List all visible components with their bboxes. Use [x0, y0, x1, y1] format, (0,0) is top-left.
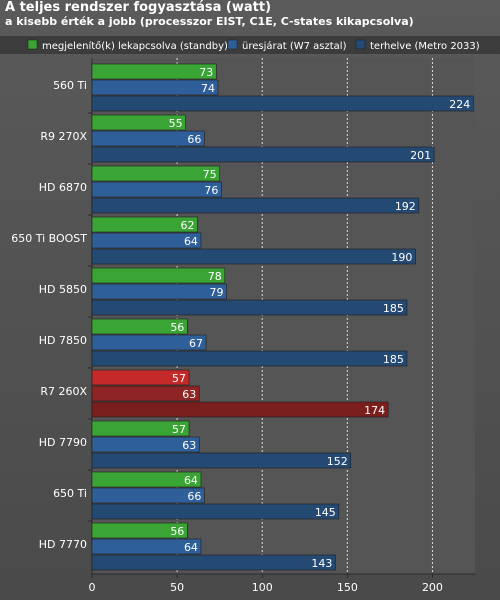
legend-swatch	[27, 39, 38, 50]
bar	[91, 130, 205, 147]
category-label: HD 5850	[39, 283, 87, 296]
bar	[91, 369, 190, 386]
bar	[91, 471, 202, 488]
bar-value-label: 185	[383, 302, 404, 315]
bar-value-label: 79	[209, 286, 223, 299]
bar	[91, 350, 408, 367]
bar	[91, 165, 220, 182]
category-label: R7 260X	[40, 385, 87, 398]
bar	[91, 216, 198, 233]
bar-value-label: 74	[201, 82, 215, 95]
bar-value-label: 56	[170, 525, 184, 538]
bar-value-label: 57	[172, 372, 186, 385]
category-label: 650 Ti BOOST	[11, 232, 87, 245]
bar-value-label: 63	[182, 388, 196, 401]
category-label: HD 7770	[39, 538, 87, 551]
category-label: HD 7790	[39, 436, 87, 449]
bar-value-label: 55	[169, 117, 183, 130]
chart-subtitle: a kisebb érték a jobb (processzor EIST, …	[5, 15, 414, 28]
bar-value-label: 143	[311, 557, 332, 570]
bar-value-label: 185	[383, 353, 404, 366]
bar	[91, 146, 435, 163]
legend-background	[0, 36, 500, 54]
legend-label: üresjárat (W7 asztal)	[242, 40, 347, 52]
x-tick-label: 200	[422, 581, 443, 594]
bar-value-label: 174	[364, 404, 385, 417]
bar	[91, 487, 205, 504]
bar-value-label: 67	[189, 337, 203, 350]
bar	[91, 554, 336, 571]
bar	[91, 452, 352, 469]
bar	[91, 503, 340, 520]
chart-title: A teljes rendszer fogyasztása (watt)	[5, 0, 272, 15]
bar	[91, 267, 226, 284]
bar	[91, 283, 227, 300]
bar-value-label: 64	[184, 541, 198, 554]
bar	[91, 181, 222, 198]
bar-value-label: 75	[203, 168, 217, 181]
bar-value-label: 201	[410, 149, 431, 162]
bar	[91, 248, 416, 265]
bar	[91, 79, 219, 96]
bar	[91, 385, 200, 402]
bar-value-label: 78	[208, 270, 222, 283]
category-label: R9 270X	[40, 130, 87, 143]
legend-label: megjelenítő(k) lekapcsolva (standby)	[42, 40, 228, 52]
bar	[91, 299, 408, 316]
bar-value-label: 76	[204, 184, 218, 197]
bar-value-label: 190	[391, 251, 412, 264]
category-label: HD 6870	[39, 181, 87, 194]
bar-value-label: 56	[170, 321, 184, 334]
x-tick-label: 0	[89, 581, 96, 594]
bar-value-label: 62	[181, 219, 195, 232]
bar	[91, 420, 190, 437]
bar-value-label: 66	[187, 133, 201, 146]
bar	[91, 401, 389, 418]
bar	[91, 63, 217, 80]
bar	[91, 522, 188, 539]
bar	[91, 95, 474, 112]
x-tick-label: 100	[252, 581, 273, 594]
bar-value-label: 64	[184, 235, 198, 248]
bar	[91, 232, 202, 249]
bar	[91, 318, 188, 335]
legend-label: terhelve (Metro 2033)	[370, 41, 480, 52]
bar-value-label: 224	[449, 98, 470, 111]
legend-swatch	[227, 39, 238, 50]
category-label: 650 Ti	[53, 487, 87, 500]
bar-value-label: 57	[172, 423, 186, 436]
bar	[91, 114, 186, 131]
bar	[91, 538, 202, 555]
bar-value-label: 152	[327, 455, 348, 468]
category-label: HD 7850	[39, 334, 87, 347]
bar	[91, 197, 420, 214]
bar-value-label: 192	[395, 200, 416, 213]
bar	[91, 334, 207, 351]
legend-swatch	[355, 39, 366, 50]
category-label: 560 Ti	[53, 79, 87, 92]
bar	[91, 436, 200, 453]
x-tick-label: 50	[170, 581, 184, 594]
bar-value-label: 66	[187, 490, 201, 503]
bar-value-label: 73	[199, 66, 213, 79]
x-tick-label: 150	[337, 581, 358, 594]
bar-value-label: 145	[315, 506, 336, 519]
bar-value-label: 64	[184, 474, 198, 487]
bar-value-label: 63	[182, 439, 196, 452]
